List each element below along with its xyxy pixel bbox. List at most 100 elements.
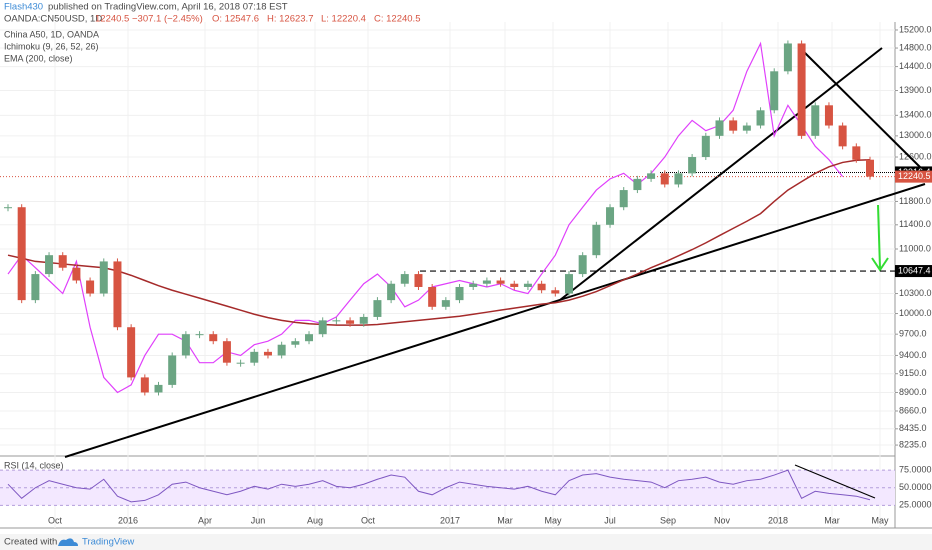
footer-brand[interactable]: TradingView	[82, 537, 134, 548]
candle	[537, 283, 546, 291]
y-tick-label: 13400.0	[899, 110, 932, 120]
candle	[729, 120, 738, 131]
candle	[195, 334, 204, 336]
candle	[113, 261, 122, 328]
candle	[838, 125, 847, 147]
rsi-tick-label: 50.0000	[899, 482, 932, 492]
candle	[373, 300, 382, 317]
y-tick-label: 9700.0	[899, 329, 927, 339]
x-tick-label: Aug	[307, 515, 323, 525]
level-label-box	[895, 265, 932, 278]
y-tick-label: 11800.0	[899, 196, 931, 206]
y-tick-label: 14400.0	[899, 61, 932, 71]
y-tick-label: 10000.0	[899, 308, 932, 318]
legend-entry: China A50, 1D, OANDA	[4, 29, 99, 39]
candle	[277, 344, 286, 356]
candle	[674, 173, 683, 185]
rsi-tick-label: 75.0000	[899, 464, 932, 474]
x-tick-label: Oct	[48, 515, 63, 525]
rsi-line	[7, 469, 871, 503]
candle	[523, 283, 532, 287]
candle	[209, 334, 218, 342]
candle	[770, 71, 779, 111]
candle	[250, 351, 259, 363]
y-tick-label: 9150.0	[899, 368, 927, 378]
y-tick-label: 12600.0	[899, 151, 932, 161]
candle	[482, 280, 491, 284]
x-tick-label: Oct	[361, 515, 376, 525]
candle	[45, 255, 54, 275]
candle	[633, 178, 642, 191]
published: published on TradingView.com, April 16, …	[48, 2, 288, 13]
x-tick-label: 2016	[118, 515, 138, 525]
last-price-label: 12240.5	[898, 171, 931, 181]
candle	[455, 286, 464, 301]
trendline	[64, 183, 926, 458]
x-tick-label: Mar	[497, 515, 513, 525]
candle	[291, 341, 300, 345]
candle	[688, 157, 697, 174]
y-tick-label: 11400.0	[899, 219, 931, 229]
candle	[469, 283, 478, 287]
candle	[305, 334, 314, 342]
candle	[551, 290, 560, 294]
x-tick-label: Nov	[714, 515, 731, 525]
y-tick-label: 15200.0	[899, 24, 932, 34]
candle	[578, 255, 587, 275]
x-tick-label: Jul	[604, 515, 616, 525]
candle	[154, 384, 163, 393]
lagging-span	[7, 41, 844, 394]
arrow	[871, 204, 889, 272]
candle	[4, 207, 12, 209]
close: C: 12240.5	[374, 14, 420, 25]
x-tick-label: Mar	[824, 515, 840, 525]
x-tick-label: 2018	[768, 515, 788, 525]
candle	[17, 207, 26, 301]
candle	[58, 255, 67, 268]
candle	[31, 274, 40, 301]
candle	[496, 280, 505, 284]
trendline	[559, 47, 883, 301]
candle	[756, 110, 765, 126]
candle	[824, 105, 833, 126]
candle	[387, 283, 396, 301]
y-tick-label: 13900.0	[899, 85, 932, 95]
candle	[592, 224, 601, 256]
last-price-box	[895, 170, 932, 183]
legend-entry: EMA (200, close)	[4, 53, 73, 63]
legend-entry: Ichimoku (9, 26, 52, 26)	[4, 41, 99, 51]
change: −307.1 (−2.45%)	[132, 14, 203, 25]
candle	[168, 355, 177, 385]
footer-bar	[0, 534, 932, 550]
candle	[346, 320, 355, 324]
candle	[797, 43, 806, 136]
candle	[441, 300, 450, 307]
last-price: 12240.5	[95, 14, 129, 25]
candle	[866, 159, 874, 177]
y-tick-label: 8660.0	[899, 405, 927, 415]
x-tick-label: May	[544, 515, 562, 525]
symbol: OANDA:CN50USD, 1D	[4, 14, 102, 25]
candle	[263, 351, 272, 356]
low: L: 12220.4	[321, 14, 366, 25]
candle	[72, 267, 81, 281]
tv-logo	[58, 538, 78, 546]
high: H: 12623.7	[267, 14, 313, 25]
candle	[564, 274, 573, 294]
level-label: 10647.4	[898, 265, 931, 275]
candle	[783, 43, 792, 72]
candle	[742, 125, 751, 131]
candle	[127, 327, 136, 378]
candle	[852, 146, 861, 160]
candle	[647, 173, 656, 179]
x-tick-label: Apr	[198, 515, 212, 525]
candle	[660, 173, 669, 185]
trendline	[799, 47, 926, 173]
y-tick-label: 8235.0	[899, 439, 927, 449]
x-tick-label: Jun	[251, 515, 266, 525]
x-tick-label: Sep	[660, 515, 676, 525]
candle	[606, 207, 615, 225]
candle	[318, 320, 327, 335]
author[interactable]: Flash430	[4, 2, 43, 13]
